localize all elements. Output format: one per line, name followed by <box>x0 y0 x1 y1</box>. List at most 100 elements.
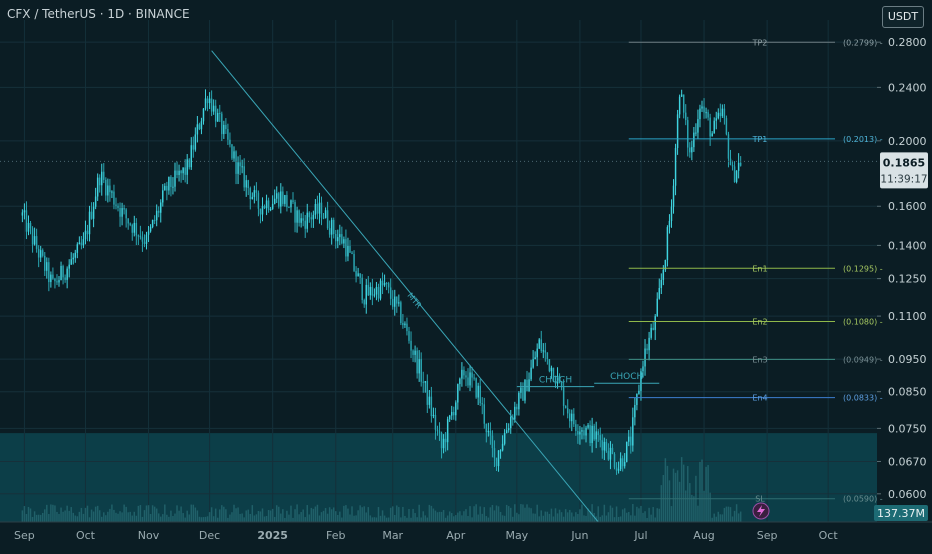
volume-bar <box>634 515 636 522</box>
volume-bar <box>457 512 459 522</box>
volume-bar <box>534 513 536 522</box>
volume-bar <box>619 516 622 522</box>
volume-bar <box>306 505 308 522</box>
candle-body <box>190 145 193 168</box>
volume-bar <box>371 517 374 522</box>
candle-body <box>212 105 215 112</box>
volume-bar <box>709 492 711 522</box>
volume-bar <box>699 461 701 522</box>
volume-bar <box>349 514 351 522</box>
candle-body <box>176 170 178 176</box>
volume-bar <box>420 517 422 522</box>
candle-body <box>90 211 93 219</box>
volume-bar <box>542 515 545 522</box>
volume-bar <box>155 508 158 522</box>
current-price-value: 0.1865 <box>883 156 925 169</box>
candle-body <box>530 367 532 380</box>
y-axis-tick-label: 0.1100 <box>888 310 927 323</box>
volume-bar <box>255 514 258 522</box>
volume-bar <box>560 512 563 522</box>
volume-bar <box>400 517 402 522</box>
volume-bar <box>239 513 241 522</box>
candle-body <box>200 121 203 130</box>
candle-body <box>162 190 164 203</box>
volume-bar <box>101 516 103 522</box>
volume-bar <box>623 508 626 522</box>
candle-body <box>257 192 260 209</box>
volume-bar <box>471 517 473 522</box>
volume-bar <box>56 511 58 522</box>
x-axis-tick-label: Oct <box>76 529 96 542</box>
volume-bar <box>642 512 644 522</box>
candle-body <box>644 348 646 367</box>
volume-bar <box>650 514 652 522</box>
candle-body <box>589 425 591 444</box>
lightning-icon[interactable] <box>752 502 770 520</box>
volume-bar <box>74 515 77 522</box>
volume-bar <box>530 508 532 522</box>
candle-body <box>219 112 221 114</box>
candle-body <box>615 467 618 471</box>
candle-body <box>278 193 280 207</box>
volume-bar <box>512 516 514 522</box>
candle-body <box>705 112 707 114</box>
candle-body <box>491 435 494 449</box>
candle-body <box>121 208 123 217</box>
candle-body <box>597 431 599 436</box>
volume-bar <box>723 507 726 522</box>
candle-body <box>206 98 209 104</box>
volume-bar <box>271 508 274 522</box>
candle-body <box>341 234 343 244</box>
candle-body <box>84 230 87 240</box>
candle-body <box>595 431 597 440</box>
volume-bar <box>300 512 302 522</box>
candle-body <box>367 284 370 296</box>
candle-body <box>107 185 109 196</box>
candle-body <box>125 209 127 219</box>
volume-bar <box>711 517 713 522</box>
volume-bar <box>170 510 172 522</box>
candle-body <box>330 219 333 235</box>
candle-body <box>587 425 589 428</box>
volume-bar <box>538 516 540 522</box>
currency-button[interactable]: USDT <box>882 6 924 28</box>
candle-body <box>505 430 508 434</box>
candle-body <box>654 316 656 330</box>
volume-bar <box>363 506 365 522</box>
volume-bar <box>164 504 166 522</box>
candle-body <box>343 239 345 244</box>
volume-bar <box>304 517 306 522</box>
volume-bar <box>133 511 136 522</box>
volume-bar <box>90 509 93 522</box>
volume-bar <box>725 506 728 522</box>
candle-body <box>666 227 669 260</box>
volume-bar <box>493 510 496 522</box>
candle-body <box>25 210 28 232</box>
volume-bar <box>459 511 461 522</box>
candle-body <box>227 129 229 140</box>
candle-body <box>424 381 427 383</box>
volume-bar <box>514 504 516 522</box>
volume-bar <box>601 515 604 522</box>
volume-bar <box>21 510 24 522</box>
candle-body <box>383 283 386 286</box>
volume-bar <box>88 517 91 522</box>
candle-body <box>290 200 292 208</box>
volume-bar <box>261 508 264 522</box>
candle-body <box>611 447 614 455</box>
candle-body <box>426 381 429 405</box>
candle-body <box>178 170 180 176</box>
choch-label: CHOCH <box>610 372 643 382</box>
volume-bar <box>68 510 70 522</box>
volume-bar <box>33 511 36 522</box>
candle-body <box>48 262 50 283</box>
volume-bar <box>422 511 424 522</box>
candle-body <box>605 441 608 452</box>
level-label-sl: SL <box>755 495 765 504</box>
volume-bar <box>52 504 54 522</box>
volume-bar <box>607 512 610 522</box>
candle-body <box>78 242 81 245</box>
volume-bar <box>489 507 492 522</box>
